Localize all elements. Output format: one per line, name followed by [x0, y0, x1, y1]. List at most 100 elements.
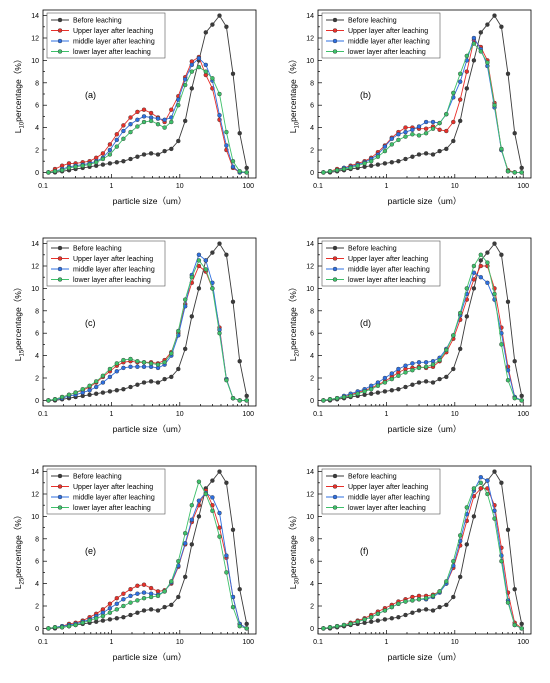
data-point — [203, 258, 209, 263]
legend-marker — [332, 256, 338, 261]
data-point — [423, 151, 429, 156]
y-axis-label: L10percentage（%） — [13, 55, 26, 134]
data-point — [464, 86, 470, 91]
y-tick-label: 2 — [310, 148, 314, 155]
panel-label: (c) — [85, 318, 96, 328]
data-point — [73, 390, 78, 395]
data-point — [492, 291, 497, 297]
data-point — [368, 614, 374, 620]
data-point — [368, 386, 374, 392]
y-tick-label: 8 — [310, 80, 314, 87]
legend-marker — [332, 17, 338, 23]
x-tick-label: 0.1 — [38, 183, 48, 190]
panel-label: (f) — [360, 546, 369, 556]
data-point — [355, 163, 360, 168]
data-point — [244, 165, 249, 171]
series-line — [323, 272, 522, 401]
data-point — [148, 379, 154, 384]
data-point — [224, 252, 229, 257]
data-point — [396, 137, 401, 143]
legend-label: Upper layer after leaching — [348, 28, 428, 35]
x-axis-label: particle size（um） — [113, 196, 187, 206]
data-point — [382, 608, 388, 613]
data-point — [457, 71, 463, 77]
y-tick-label: 2 — [310, 604, 314, 611]
data-point — [519, 626, 524, 631]
data-point — [471, 35, 477, 41]
data-point — [128, 586, 133, 592]
data-point — [478, 263, 484, 269]
legend-marker — [57, 266, 63, 272]
data-point — [135, 364, 140, 370]
x-tick-label: 10 — [176, 183, 184, 190]
data-point — [121, 123, 126, 128]
data-point — [437, 127, 442, 133]
legend-label: Before leaching — [73, 474, 122, 481]
data-point — [478, 49, 484, 54]
data-point — [512, 170, 517, 175]
data-point — [341, 166, 347, 172]
data-point — [135, 598, 140, 603]
data-point — [217, 510, 222, 516]
data-point — [100, 613, 106, 619]
data-point — [512, 586, 517, 592]
y-tick-label: 6 — [35, 103, 39, 110]
data-point — [135, 610, 140, 615]
data-point — [410, 154, 415, 159]
data-point — [162, 125, 167, 130]
data-point — [80, 620, 85, 626]
data-point — [141, 364, 147, 370]
data-point — [217, 469, 222, 474]
legend-label: middle layer after leaching — [348, 495, 430, 502]
data-point — [423, 607, 429, 612]
data-point — [196, 258, 202, 263]
y-tick-label: 0 — [35, 398, 39, 405]
data-point — [471, 286, 477, 291]
data-point — [128, 129, 133, 135]
data-point — [46, 626, 51, 631]
data-point — [196, 64, 202, 70]
legend-label: Upper layer after leaching — [73, 28, 153, 35]
data-point — [505, 600, 511, 605]
data-point — [135, 591, 140, 596]
data-point — [162, 148, 167, 154]
chart-svg: 0.1 1 10 100 0 2 4 6 8 10 12 14 particle size（um） L10… — [288, 9, 532, 206]
data-point — [396, 132, 401, 137]
y-tick-label: 10 — [31, 286, 39, 293]
data-point — [430, 152, 436, 157]
data-point — [375, 611, 381, 617]
data-point — [141, 114, 147, 119]
data-point — [148, 361, 154, 366]
x-tick-label: 100 — [517, 639, 529, 646]
data-point — [148, 110, 154, 116]
data-point — [107, 152, 113, 157]
legend-label: Before leaching — [348, 474, 397, 481]
chart-panel: 0.1 1 10 100 0 2 4 6 8 10 12 14 particle size（um） L10… — [275, 0, 550, 227]
data-point — [196, 252, 202, 257]
legend-marker — [57, 49, 63, 54]
legend-label: lower layer after leaching — [348, 277, 426, 284]
x-tick-label: 10 — [176, 411, 184, 418]
data-point — [121, 614, 126, 620]
data-point — [355, 619, 360, 624]
y-tick-label: 6 — [310, 103, 314, 110]
data-point — [471, 41, 477, 46]
data-point — [512, 395, 517, 401]
data-point — [492, 469, 497, 474]
data-point — [464, 69, 470, 74]
legend-label: middle layer after leaching — [348, 267, 430, 274]
data-point — [244, 170, 249, 175]
data-point — [189, 62, 195, 68]
data-point — [423, 595, 429, 601]
data-point — [141, 582, 147, 587]
data-point — [334, 623, 340, 629]
x-tick-label: 0.1 — [313, 639, 323, 646]
y-tick-label: 2 — [35, 148, 39, 155]
data-point — [457, 310, 463, 316]
panel-label: (d) — [360, 318, 371, 328]
data-point — [403, 129, 408, 135]
data-point — [499, 146, 504, 152]
x-tick-label: 1 — [384, 183, 388, 190]
data-point — [196, 479, 202, 484]
data-point — [375, 162, 381, 167]
